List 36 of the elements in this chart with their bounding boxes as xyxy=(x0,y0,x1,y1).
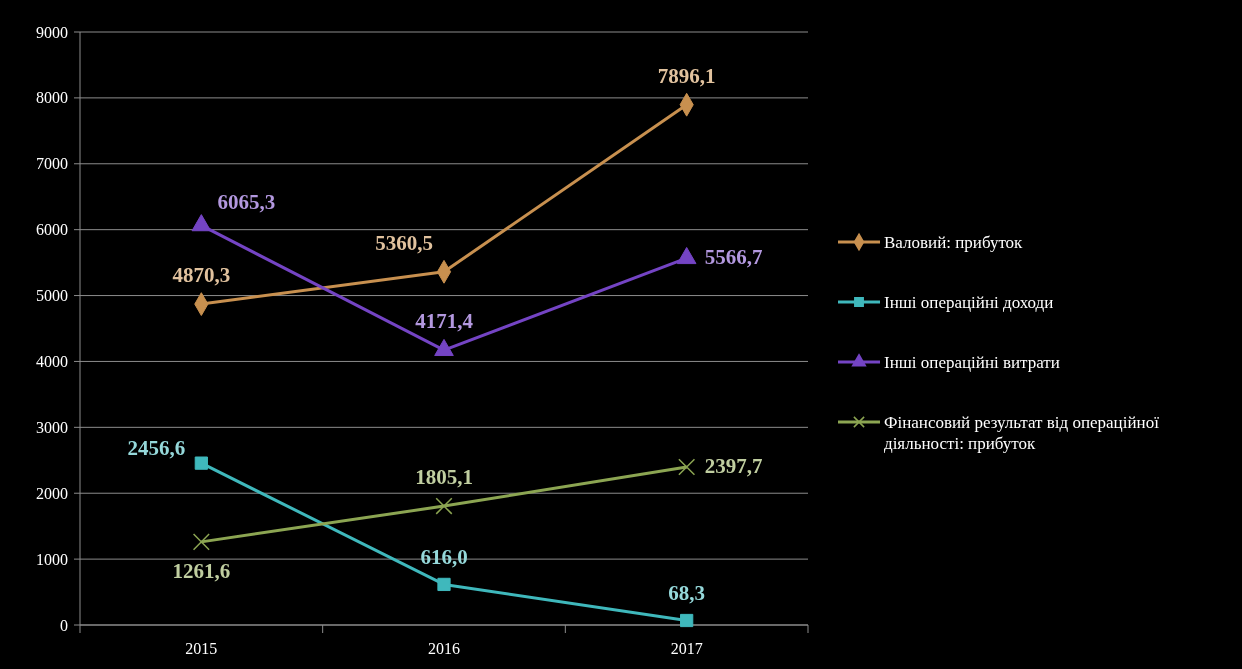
y-tick-label: 0 xyxy=(60,616,68,634)
x-tick-label: 2016 xyxy=(428,640,460,657)
point xyxy=(192,533,210,551)
y-tick-label: 8000 xyxy=(36,89,68,107)
data-label: 5566,7 xyxy=(704,245,763,270)
data-label: 1261,6 xyxy=(172,558,231,583)
y-tick-label: 1000 xyxy=(36,550,68,568)
data-label: 4870,3 xyxy=(172,263,231,288)
y-tick-label: 5000 xyxy=(36,287,68,305)
point xyxy=(437,577,451,592)
data-label: 68,3 xyxy=(668,581,706,606)
y-tick-label: 9000 xyxy=(36,23,68,41)
point xyxy=(191,214,212,232)
legend-label: Інші операційні доходи xyxy=(884,292,1054,312)
data-label: 5360,5 xyxy=(375,230,433,255)
data-label: 4171,4 xyxy=(415,309,474,334)
point xyxy=(680,613,694,628)
y-tick-label: 4000 xyxy=(36,353,68,371)
data-label: 2456,6 xyxy=(127,436,186,461)
point xyxy=(194,456,208,470)
data-label: 7896,1 xyxy=(657,63,716,88)
legend-label: Інші операційні витрати xyxy=(884,352,1060,372)
data-label: 6065,3 xyxy=(217,190,276,215)
data-label: 1805,1 xyxy=(415,465,473,490)
data-label: 616,0 xyxy=(420,545,468,570)
y-tick-label: 3000 xyxy=(36,418,68,436)
y-tick-label: 2000 xyxy=(36,484,68,502)
point xyxy=(678,458,696,476)
y-tick-label: 7000 xyxy=(36,155,68,173)
y-tick-label: 6000 xyxy=(36,221,68,239)
x-tick-label: 2015 xyxy=(185,640,218,657)
legend-label: Валовий: прибуток xyxy=(884,232,1024,252)
x-tick-label: 2017 xyxy=(670,640,703,657)
point xyxy=(435,497,453,515)
legend-label: Фінансовий результат від операційної діяльності: прибуток xyxy=(884,412,1160,454)
data-label: 2397,7 xyxy=(704,454,763,479)
